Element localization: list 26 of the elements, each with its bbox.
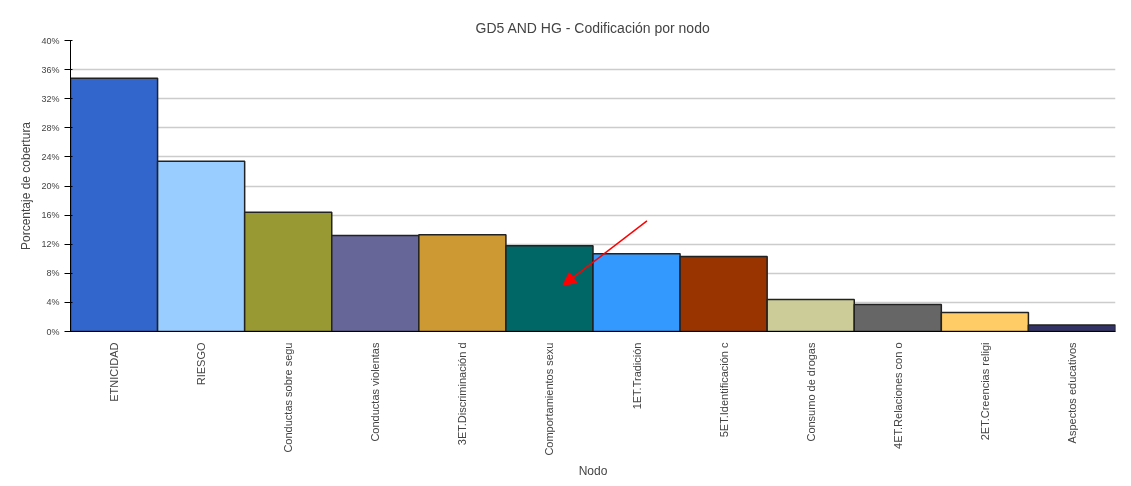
y-tick-label: 16% — [41, 210, 60, 221]
y-tick-label: 4% — [46, 297, 60, 308]
y-tick-label: 12% — [41, 239, 60, 250]
y-tick-label: 36% — [41, 64, 60, 75]
x-tick-label: 5ET.Identificación c — [717, 342, 730, 438]
x-tick-label: RIESGO — [195, 342, 208, 386]
x-tick-label: 4ET.Relaciones con o — [891, 342, 904, 449]
x-tick-label: ETNICIDAD — [108, 342, 121, 402]
y-tick-label: 24% — [41, 151, 60, 162]
x-axis-title: Nodo — [578, 463, 608, 478]
y-tick-label: 8% — [46, 268, 60, 279]
y-tick-label: 20% — [41, 181, 60, 191]
y-tick-label: 28% — [41, 122, 60, 133]
x-tick-label: 2ET.Creencias religi — [978, 342, 991, 441]
x-tick-label: Comportamientos sexu — [543, 342, 556, 456]
y-tick-label: 40% — [41, 35, 60, 46]
x-tick-label: Consumo de drogas — [804, 342, 817, 442]
y-axis-title: Porcentaje de cobertura — [19, 121, 34, 251]
x-tick-label: 1ET.Tradición — [630, 342, 643, 410]
y-tick-label: 32% — [41, 93, 60, 104]
x-tick-label: 3ET.Discriminación d — [456, 342, 469, 446]
x-tick-label: Aspectos educativos — [1065, 342, 1078, 444]
x-tick-label: Conductas violentas — [369, 342, 382, 442]
chart-title: GD5 AND HG - Codificación por nodo — [475, 19, 710, 36]
x-tick-label: Conductas sobre segu — [282, 342, 295, 453]
y-tick-label: 0% — [46, 326, 60, 337]
